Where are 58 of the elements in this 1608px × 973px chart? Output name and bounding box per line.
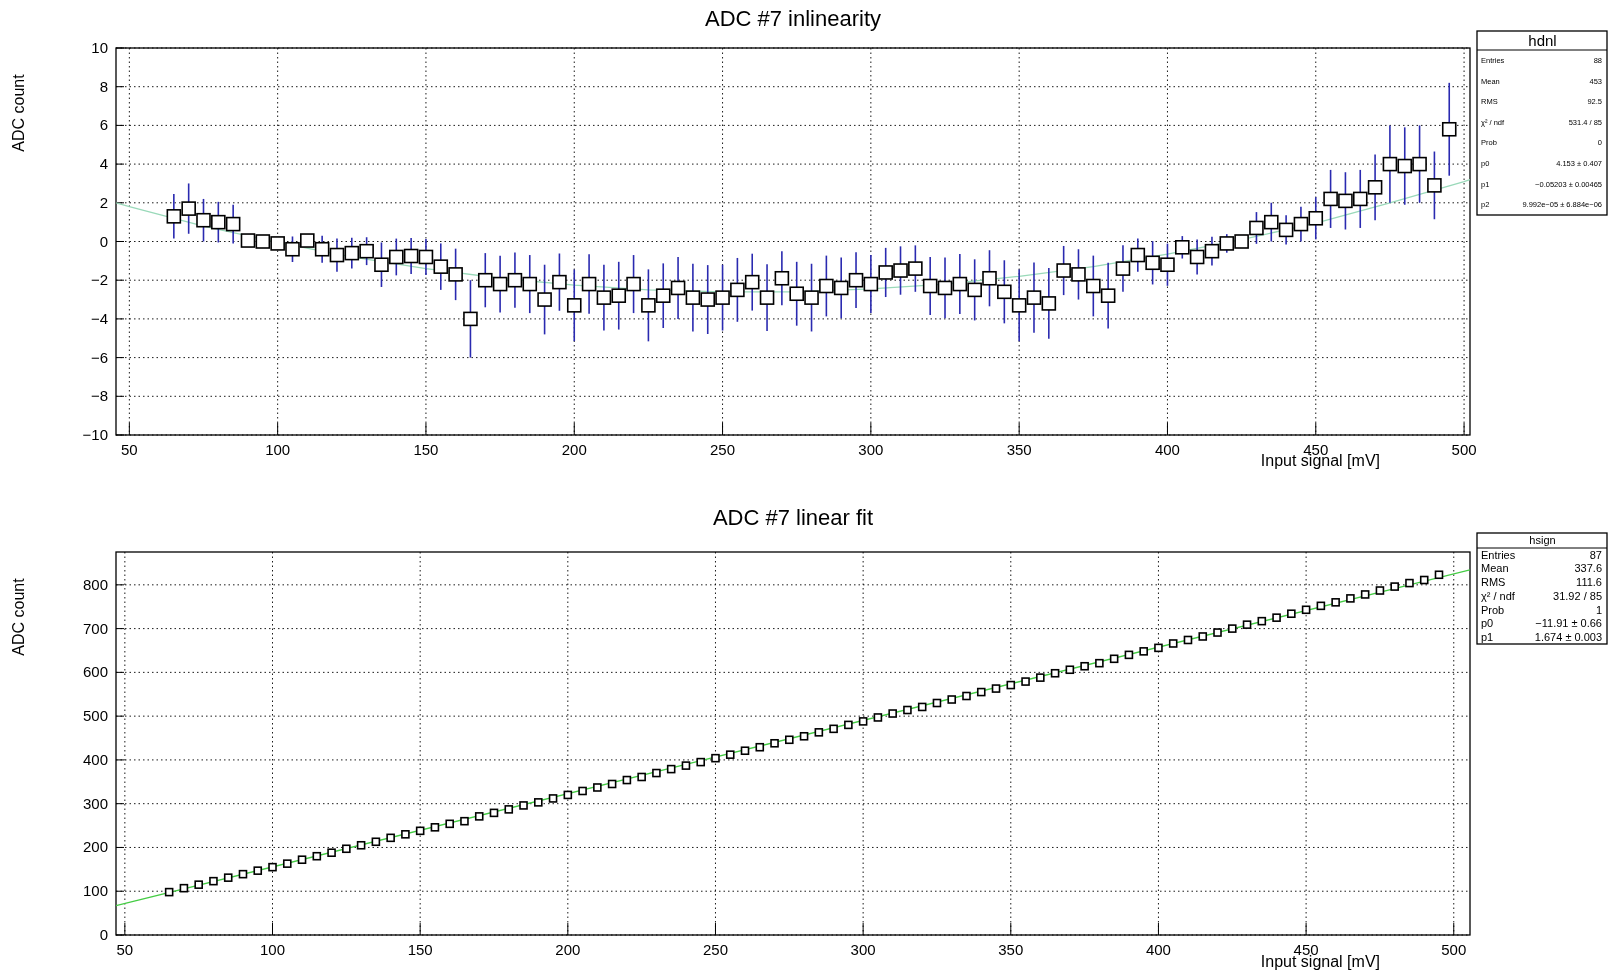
y-tick-label: −2 <box>90 271 108 289</box>
text: RMS <box>1481 576 1506 589</box>
y-tick-label: 200 <box>82 838 108 856</box>
x-tick-label: 400 <box>1154 441 1180 458</box>
y-tick-label: 300 <box>82 794 108 812</box>
y-tick-label: 100 <box>82 882 108 900</box>
x-tick-label: 250 <box>702 941 728 958</box>
x-tick-label: 300 <box>850 941 876 958</box>
text: p1 <box>1481 630 1494 643</box>
y-tick-label: 2 <box>99 193 108 211</box>
x-tick-label: 50 <box>121 441 138 458</box>
x-tick-label: 200 <box>555 941 581 958</box>
y-axis-title: ADC count <box>10 577 27 656</box>
x-tick-label: 200 <box>561 441 587 458</box>
x-tick-label: 150 <box>407 941 433 958</box>
y-tick-label: 0 <box>99 926 108 943</box>
text: hdnl <box>1528 32 1557 49</box>
y-tick-label: 600 <box>82 663 108 681</box>
y-tick-label: 500 <box>82 707 108 725</box>
text: 1 <box>1595 603 1602 616</box>
text: Prob <box>1481 603 1505 616</box>
x-tick-label: 350 <box>998 941 1024 958</box>
text: −11.91 ± 0.66 <box>1535 617 1602 630</box>
y-tick-label: −6 <box>90 348 108 366</box>
y-tick-label: −4 <box>90 309 108 327</box>
chart-title: ADC #7 linear fit <box>712 505 874 530</box>
text: Entries <box>1481 548 1516 561</box>
text: 111.6 <box>1576 576 1602 589</box>
x-tick-label: 250 <box>710 441 736 458</box>
x-tick-label: 500 <box>1441 941 1467 958</box>
text: 1.674 ± 0.003 <box>1534 630 1602 643</box>
x-tick-label: 350 <box>1006 441 1032 458</box>
x-tick-label: 300 <box>858 441 884 458</box>
text: 31.92 / 85 <box>1553 589 1602 602</box>
y-tick-label: 400 <box>82 750 108 768</box>
chart-title: ADC #7 inlinearity <box>704 6 882 31</box>
x-tick-label: 100 <box>260 941 286 958</box>
y-tick-label: −8 <box>90 387 108 405</box>
y-tick-label: −10 <box>82 426 108 443</box>
text: Mean <box>1481 562 1509 575</box>
text: p0 <box>1481 617 1494 630</box>
text: 87 <box>1589 548 1602 561</box>
text: 337.6 <box>1574 562 1602 575</box>
x-tick-label: 100 <box>265 441 291 458</box>
x-tick-label: 150 <box>413 441 439 458</box>
y-tick-label: 800 <box>82 575 108 593</box>
y-tick-label: 700 <box>82 619 108 637</box>
x-tick-label: 500 <box>1451 441 1477 458</box>
text: hsign <box>1529 534 1556 546</box>
y-tick-label: 4 <box>99 155 108 173</box>
y-tick-label: 6 <box>99 116 108 134</box>
x-tick-label: 400 <box>1145 941 1171 958</box>
y-tick-label: 10 <box>91 39 108 56</box>
y-tick-label: 8 <box>99 77 108 95</box>
y-axis-title: ADC count <box>10 73 27 152</box>
y-tick-label: 0 <box>99 232 108 250</box>
text: χ² / ndf <box>1481 589 1516 602</box>
x-tick-label: 50 <box>116 941 134 958</box>
